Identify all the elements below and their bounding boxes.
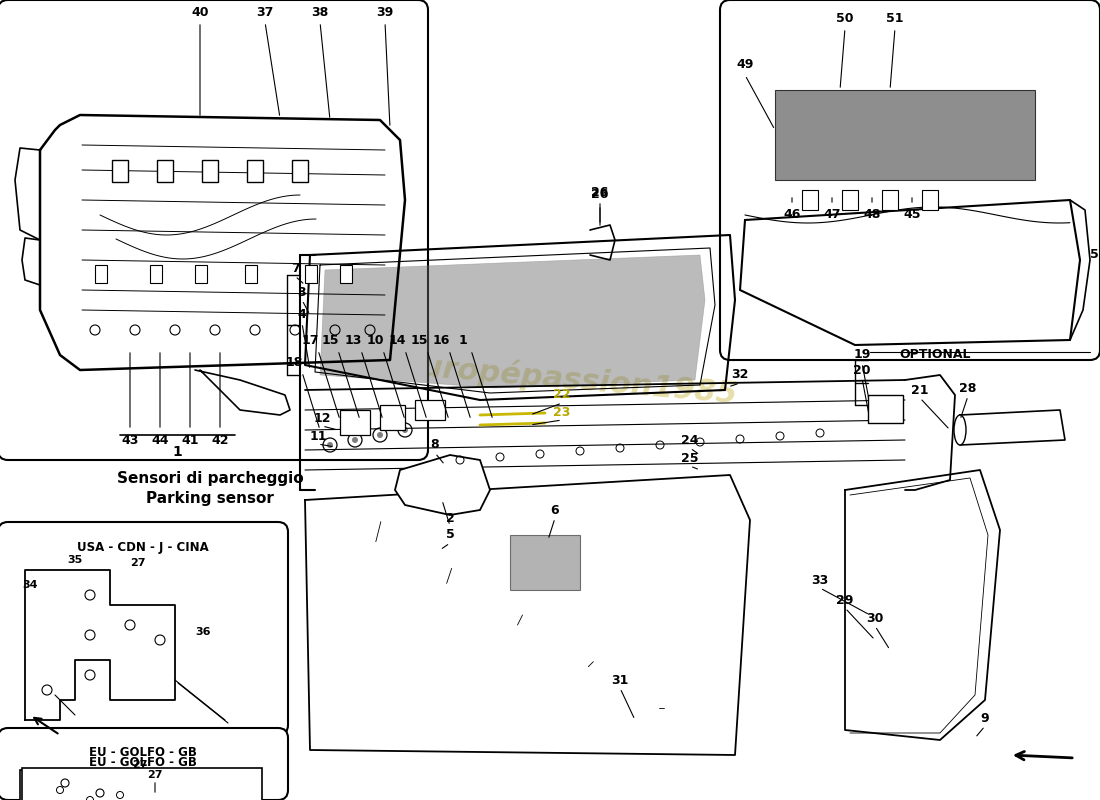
Text: 3: 3 bbox=[298, 286, 306, 298]
Text: 45: 45 bbox=[903, 209, 921, 222]
Text: 40: 40 bbox=[191, 6, 209, 18]
Text: 28: 28 bbox=[959, 382, 977, 394]
Circle shape bbox=[377, 432, 383, 438]
Text: 38: 38 bbox=[311, 6, 329, 18]
Bar bbox=[202, 160, 218, 182]
Circle shape bbox=[402, 427, 408, 433]
Bar bbox=[340, 410, 370, 435]
Text: 34: 34 bbox=[22, 580, 37, 590]
Text: 5: 5 bbox=[446, 529, 454, 542]
Text: europépassion1985: europépassion1985 bbox=[400, 350, 739, 410]
Text: 31: 31 bbox=[612, 674, 629, 686]
Circle shape bbox=[327, 442, 333, 448]
Text: 12: 12 bbox=[314, 411, 331, 425]
Bar bbox=[379, 405, 405, 430]
Text: 15: 15 bbox=[321, 334, 339, 346]
Text: 35: 35 bbox=[67, 555, 82, 565]
Polygon shape bbox=[320, 255, 705, 388]
Text: 2: 2 bbox=[446, 511, 454, 525]
Text: 43: 43 bbox=[121, 434, 139, 446]
Text: 7: 7 bbox=[290, 262, 299, 274]
Text: 48: 48 bbox=[864, 209, 881, 222]
Text: 21: 21 bbox=[911, 383, 928, 397]
Text: 41: 41 bbox=[182, 434, 199, 446]
Bar bbox=[802, 190, 818, 210]
Bar bbox=[340, 265, 352, 283]
Bar bbox=[882, 190, 898, 210]
Text: 1: 1 bbox=[172, 445, 182, 459]
FancyBboxPatch shape bbox=[0, 0, 428, 460]
Text: 50: 50 bbox=[836, 11, 854, 25]
Text: 39: 39 bbox=[376, 6, 394, 18]
Text: 4: 4 bbox=[298, 309, 307, 322]
Text: USA - CDN - J - CINA: USA - CDN - J - CINA bbox=[77, 542, 209, 554]
Circle shape bbox=[352, 437, 358, 443]
Text: 25: 25 bbox=[681, 451, 698, 465]
Text: Parking sensor: Parking sensor bbox=[146, 490, 274, 506]
Text: 17: 17 bbox=[301, 334, 319, 346]
Text: 44: 44 bbox=[152, 434, 168, 446]
Text: 30: 30 bbox=[867, 611, 883, 625]
Bar bbox=[20, 770, 260, 800]
Text: 1: 1 bbox=[459, 334, 468, 346]
Polygon shape bbox=[170, 200, 260, 460]
Text: 27: 27 bbox=[132, 760, 147, 770]
Bar bbox=[195, 265, 207, 283]
Text: 36: 36 bbox=[195, 627, 210, 637]
Bar bbox=[157, 160, 173, 182]
Text: 37: 37 bbox=[256, 6, 274, 18]
Text: 47: 47 bbox=[823, 209, 840, 222]
Text: 42: 42 bbox=[211, 434, 229, 446]
Text: 14: 14 bbox=[388, 334, 406, 346]
Bar bbox=[22, 768, 262, 800]
Text: 46: 46 bbox=[783, 209, 801, 222]
Text: 18: 18 bbox=[285, 355, 303, 369]
Text: 10: 10 bbox=[366, 334, 384, 346]
Text: 26: 26 bbox=[592, 189, 608, 202]
Polygon shape bbox=[395, 455, 490, 515]
Text: 6: 6 bbox=[551, 503, 559, 517]
Text: 13: 13 bbox=[344, 334, 362, 346]
Bar bbox=[292, 160, 308, 182]
Text: 23: 23 bbox=[553, 406, 571, 418]
Bar bbox=[415, 400, 446, 420]
Text: OPTIONAL: OPTIONAL bbox=[900, 349, 970, 362]
FancyBboxPatch shape bbox=[0, 728, 288, 800]
Bar bbox=[868, 395, 903, 423]
Text: 32: 32 bbox=[732, 369, 749, 382]
Bar bbox=[776, 90, 1035, 180]
Text: 20: 20 bbox=[854, 363, 871, 377]
Bar bbox=[245, 265, 257, 283]
FancyBboxPatch shape bbox=[0, 522, 288, 735]
Bar bbox=[842, 190, 858, 210]
Text: 9: 9 bbox=[981, 711, 989, 725]
Text: 33: 33 bbox=[812, 574, 828, 586]
Text: 8: 8 bbox=[431, 438, 439, 451]
Bar bbox=[922, 190, 938, 210]
Text: Sensori di parcheggio: Sensori di parcheggio bbox=[117, 470, 304, 486]
Text: 11: 11 bbox=[309, 430, 327, 442]
Text: 51: 51 bbox=[887, 11, 904, 25]
Ellipse shape bbox=[954, 415, 966, 445]
Bar bbox=[150, 265, 162, 283]
Text: 19: 19 bbox=[854, 349, 871, 362]
Text: 24: 24 bbox=[681, 434, 698, 446]
Text: 26: 26 bbox=[592, 186, 608, 199]
Text: EU - GOLFO - GB: EU - GOLFO - GB bbox=[89, 746, 197, 758]
Text: 22: 22 bbox=[553, 389, 571, 402]
Text: 27: 27 bbox=[130, 558, 145, 568]
Bar bbox=[510, 535, 580, 590]
Text: 16: 16 bbox=[432, 334, 450, 346]
FancyBboxPatch shape bbox=[720, 0, 1100, 360]
Bar bbox=[305, 265, 317, 283]
Bar bbox=[95, 265, 107, 283]
Bar bbox=[248, 160, 263, 182]
Text: EU - GOLFO - GB: EU - GOLFO - GB bbox=[89, 755, 197, 769]
Text: 52: 52 bbox=[1090, 249, 1100, 262]
Bar bbox=[112, 160, 128, 182]
Text: 29: 29 bbox=[836, 594, 854, 606]
Text: 49: 49 bbox=[736, 58, 754, 71]
Text: 27: 27 bbox=[147, 770, 163, 780]
Text: 15: 15 bbox=[410, 334, 428, 346]
